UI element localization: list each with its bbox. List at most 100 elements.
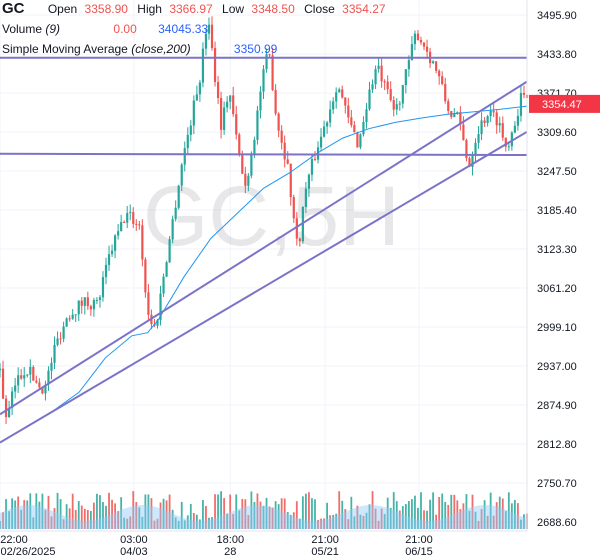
candle-body [11, 391, 14, 408]
candle-body [356, 132, 359, 148]
volume-bar [86, 510, 89, 529]
candle-body [283, 142, 286, 160]
volume-bar [105, 505, 107, 529]
candle-body [465, 140, 468, 159]
volume-legend-label[interactable]: Volume [2, 22, 43, 36]
volume-bar [247, 515, 250, 529]
candle-body [341, 89, 344, 98]
candle-body [241, 154, 244, 174]
candle-body [177, 185, 180, 208]
candle-body [180, 164, 183, 186]
volume-bar [62, 519, 65, 529]
volume-bar [317, 519, 319, 529]
volume-bar [0, 520, 1, 529]
candle-body [123, 222, 126, 224]
candle-body [186, 134, 189, 149]
candle-body [129, 212, 132, 214]
candle-body [235, 114, 238, 135]
candle-body [132, 212, 135, 224]
candle-body [347, 105, 350, 118]
candle-body [489, 110, 492, 117]
volume-bar [417, 507, 419, 529]
candle-body [229, 95, 232, 102]
open-value: 3358.90 [84, 2, 128, 16]
candle-body [80, 300, 83, 306]
volume-bar [168, 494, 171, 529]
candle-body [262, 69, 265, 92]
candle-body [271, 55, 274, 91]
volume-bar [332, 514, 335, 529]
candle-body [86, 297, 89, 307]
volume-bar [165, 500, 168, 529]
volume-bar [359, 514, 362, 529]
trendline [0, 130, 528, 444]
candle-body [68, 318, 71, 320]
volume-bar [513, 499, 516, 529]
candle-body [380, 65, 383, 82]
candle-body [92, 300, 95, 310]
candle-body [110, 250, 114, 255]
volume-bar [459, 509, 462, 529]
volume-bar [126, 518, 129, 529]
y-tick-label: 2750.70 [537, 478, 577, 490]
candle-body [23, 375, 26, 379]
candle-body [441, 76, 444, 84]
volume-bar [83, 508, 86, 529]
volume-bar [71, 493, 74, 529]
candle-body [83, 297, 86, 306]
volume-bar [386, 497, 389, 529]
volume-bar [141, 516, 144, 529]
candle-body [344, 97, 347, 106]
candle-body [77, 300, 80, 315]
candle-body [338, 89, 341, 93]
volume-bar [189, 504, 192, 529]
volume-bar [444, 501, 447, 529]
candle-body [374, 69, 377, 85]
candle-body [89, 306, 92, 310]
volume-bar [432, 492, 435, 529]
candle-body [17, 375, 20, 386]
symbol-label[interactable]: GC [2, 0, 25, 17]
candle-body [313, 158, 317, 160]
volume-bar [14, 500, 17, 529]
candle-body [183, 148, 186, 165]
y-tick-label: 3309.60 [537, 127, 577, 139]
volume-bar [289, 514, 292, 529]
candle-body [386, 81, 389, 90]
volume-bar [138, 507, 141, 529]
volume-bar [8, 511, 10, 529]
volume-bar [262, 506, 265, 529]
candle-body [56, 338, 59, 345]
volume-bar [223, 498, 226, 529]
x-tick-label-top: 03:00 [120, 534, 148, 546]
sma-legend-label[interactable]: Simple Moving Average [2, 42, 128, 56]
candle-body [141, 225, 144, 260]
volume-legend-param: (9) [45, 22, 61, 36]
volume-bar [177, 520, 180, 529]
y-tick-label: 2874.90 [537, 400, 577, 412]
volume-bar [214, 494, 216, 529]
volume-bar [120, 497, 123, 529]
volume-bar [420, 492, 422, 529]
volume-bar [268, 506, 271, 529]
candle-body [244, 173, 247, 186]
volume-bar [323, 518, 325, 529]
volume-bar [123, 517, 126, 529]
candle-body [483, 120, 486, 123]
candle-body [398, 103, 401, 105]
candle-body [474, 142, 477, 157]
volume-bar [111, 499, 113, 529]
volume-bar [47, 495, 50, 529]
candle-body [504, 137, 507, 147]
candle-body [95, 299, 99, 301]
volume-bar [159, 502, 162, 529]
candle-body [113, 235, 117, 251]
volume-bar [235, 494, 238, 529]
candle-body [326, 122, 329, 127]
candle-body [425, 46, 429, 52]
x-tick-label-top: 22:00 [0, 534, 28, 546]
volume-bar [171, 509, 174, 529]
candle-body [501, 123, 504, 138]
y-tick-label: 2937.00 [537, 361, 577, 373]
